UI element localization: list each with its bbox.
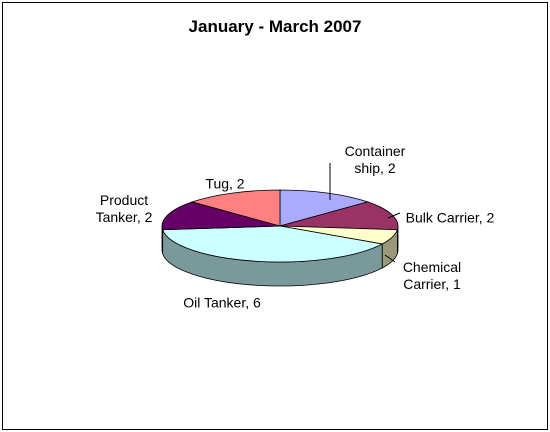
pie-slice (190, 189, 281, 227)
pie (161, 189, 399, 287)
leader-line (384, 254, 396, 263)
data-label: Container ship, 2 (344, 143, 406, 176)
pie-slice (279, 201, 399, 231)
leader-line (387, 212, 401, 219)
data-label: Oil Tanker, 6 (183, 294, 261, 311)
data-label: Chemical Carrier, 1 (402, 259, 462, 292)
data-label: Tug, 2 (205, 175, 245, 192)
data-label: Product Tanker, 2 (95, 192, 153, 225)
data-label: Bulk Carrier, 2 (405, 209, 495, 226)
pie-slice (162, 225, 384, 263)
pie-slice (279, 189, 370, 227)
chart-title: January - March 2007 (188, 17, 362, 36)
pie-slice (161, 201, 281, 231)
